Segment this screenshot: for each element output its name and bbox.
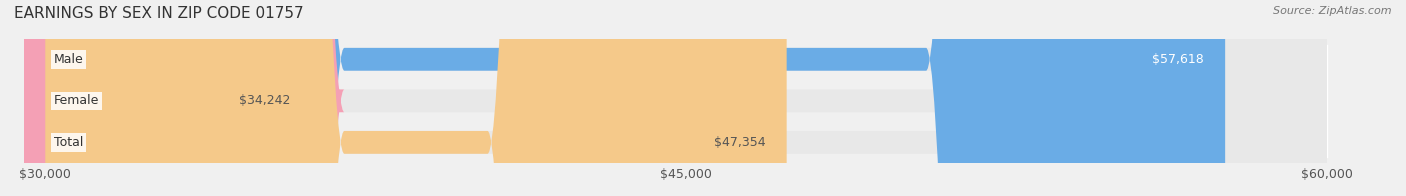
FancyBboxPatch shape [45,0,1327,196]
FancyBboxPatch shape [45,0,1327,196]
Text: Total: Total [53,136,83,149]
FancyBboxPatch shape [0,0,344,196]
Text: $34,242: $34,242 [239,94,291,107]
Text: $47,354: $47,354 [714,136,765,149]
Text: Female: Female [53,94,100,107]
Text: EARNINGS BY SEX IN ZIP CODE 01757: EARNINGS BY SEX IN ZIP CODE 01757 [14,6,304,21]
FancyBboxPatch shape [45,0,1327,196]
Text: Source: ZipAtlas.com: Source: ZipAtlas.com [1274,6,1392,16]
FancyBboxPatch shape [45,0,787,196]
FancyBboxPatch shape [45,0,1225,196]
Text: Male: Male [53,53,83,66]
Text: $57,618: $57,618 [1152,53,1204,66]
